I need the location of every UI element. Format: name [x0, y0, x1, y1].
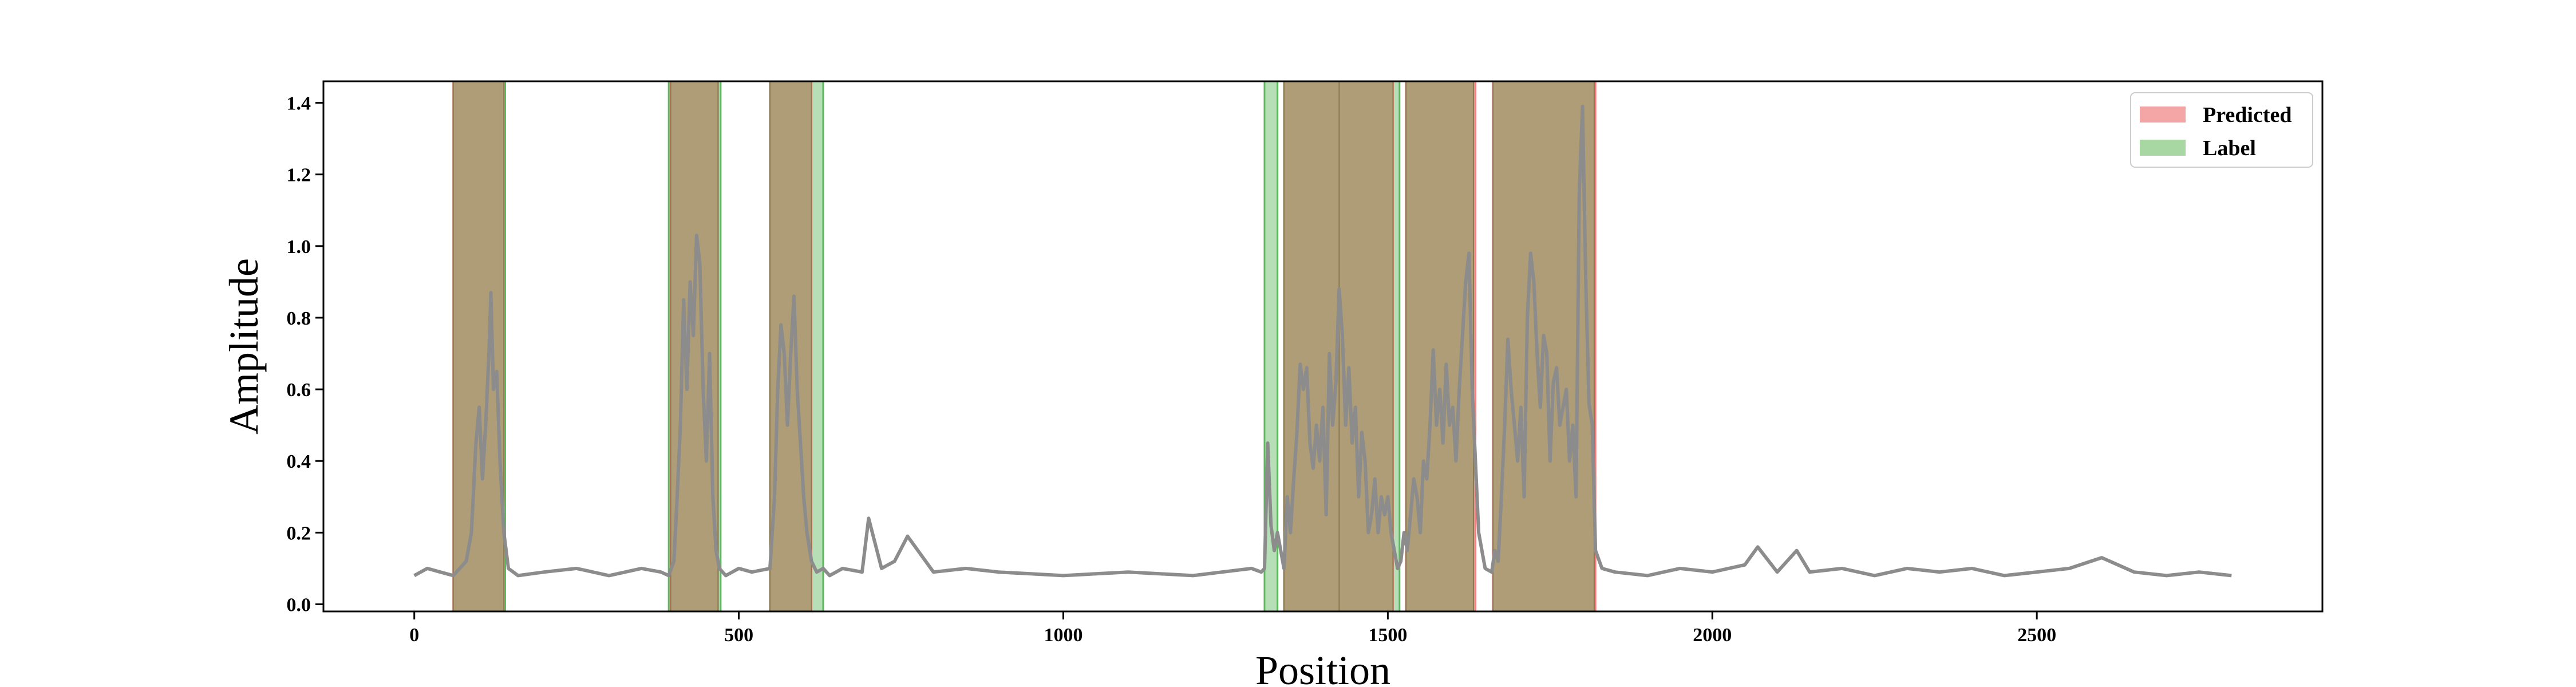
overlap-region — [452, 81, 505, 612]
amplitude-line — [413, 104, 2232, 578]
legend-label: Predicted — [2203, 103, 2291, 127]
legend-label: Label — [2203, 136, 2256, 160]
legend-swatch — [2140, 106, 2186, 123]
x-tick-label: 500 — [724, 625, 753, 646]
x-tick-label: 0 — [409, 625, 419, 646]
y-tick-label: 0.6 — [287, 380, 311, 401]
y-tick-label: 0.0 — [287, 594, 311, 615]
x-tick-label: 1000 — [1044, 625, 1082, 646]
y-tick-label: 0.2 — [287, 523, 311, 544]
y-tick-label: 1.4 — [287, 93, 311, 114]
x-tick-label: 1500 — [1368, 625, 1407, 646]
y-axis-ticks: 0.0 0.2 0.4 0.6 0.8 1.0 1.2 1.4 — [287, 93, 323, 615]
overlap-region — [1283, 81, 1344, 612]
y-tick-label: 1.0 — [287, 236, 311, 258]
x-axis-ticks: 0 500 1000 1500 2000 2500 — [409, 611, 2056, 646]
x-tick-label: 2000 — [1693, 625, 1732, 646]
legend: Predicted Label — [2130, 92, 2313, 168]
series-layer — [413, 104, 2232, 578]
y-tick-label: 1.2 — [287, 165, 311, 186]
x-axis-title: Position — [1255, 647, 1390, 687]
y-tick-label: 0.8 — [287, 308, 311, 329]
legend-swatch — [2140, 140, 2186, 156]
plot-frame — [322, 80, 2324, 613]
y-tick-label: 0.4 — [287, 451, 311, 472]
highlight-regions — [452, 80, 1597, 613]
x-tick-label: 2500 — [2017, 625, 2056, 646]
overlap-region — [670, 81, 719, 612]
y-axis-title: Amplitude — [221, 258, 267, 435]
overlap-region — [1338, 81, 1394, 612]
